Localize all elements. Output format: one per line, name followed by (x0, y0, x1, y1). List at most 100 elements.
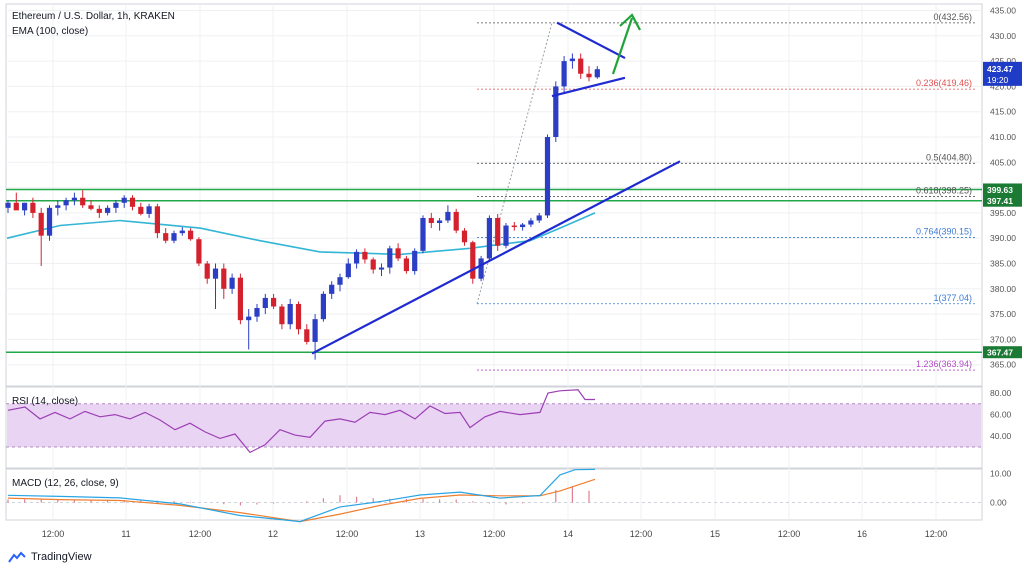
time-tick-label: 16 (857, 529, 867, 539)
candle-body (88, 205, 94, 209)
time-tick-label: 11 (121, 529, 130, 539)
candle-body (295, 303, 302, 330)
rsi-band (6, 403, 982, 448)
candle-body (138, 206, 144, 214)
time-tick-label: 12:00 (189, 529, 212, 539)
arrow-shaft (611, 17, 634, 75)
candle-body (154, 206, 160, 234)
horizontal-levels[interactable] (6, 188, 982, 353)
candle-body (437, 220, 443, 224)
candle-body (304, 329, 310, 342)
fib-label: 0.236(419.46) (916, 78, 972, 88)
level-badge (983, 346, 1022, 359)
price-tick-label: 390.00 (990, 233, 1016, 243)
candle-body (113, 202, 119, 208)
tradingview-logo-icon (8, 551, 26, 563)
candle-body (445, 211, 451, 221)
fib-label: 0(432.56) (933, 12, 972, 22)
candle-body (262, 297, 268, 309)
price-tick-label: 375.00 (990, 309, 1016, 319)
price-tick-label: 405.00 (990, 157, 1016, 167)
fib-label: 0.618(398.25) (916, 185, 972, 195)
time-tick-label: 12:00 (778, 529, 801, 539)
candle-body (337, 277, 343, 285)
time-tick-label: 12:00 (630, 529, 653, 539)
rsi-legend[interactable]: RSI (14, close) (12, 396, 78, 407)
rsi-band-fill (7, 403, 981, 447)
candle-body (395, 248, 401, 259)
candle-body (96, 208, 102, 213)
price-tick-label: 380.00 (990, 284, 1016, 294)
candle-body (345, 263, 351, 278)
candle-body (30, 202, 36, 213)
candle-body (486, 217, 492, 259)
up-arrow (611, 13, 641, 75)
tradingview-brand[interactable]: TradingView (8, 551, 92, 563)
candle-body (46, 207, 53, 236)
fib-labels: 0(432.56) 0.236(419.46) 0.5(404.80) 0.618(3… (916, 12, 972, 369)
brand-label: TradingView (31, 551, 92, 563)
candle-body (370, 259, 376, 270)
macd-tick-label: 10.00 (990, 469, 1012, 479)
trend-line (551, 76, 626, 98)
candle-body (520, 224, 526, 228)
current-price-label: 423.47 (987, 64, 1013, 74)
countdown-label: 19:20 (987, 75, 1009, 85)
candle-body (287, 303, 293, 325)
candle-body (569, 58, 575, 62)
price-tick-label: 395.00 (990, 208, 1016, 218)
time-axis[interactable]: 12:00 11 12:00 12 12:00 13 12:00 14 12:00 15 12:00… (42, 529, 948, 539)
price-tick-label: 420.00 (990, 81, 1016, 91)
time-tick-label: 12:00 (336, 529, 359, 539)
arrow-head (619, 13, 641, 31)
candle-body (536, 215, 542, 221)
candle-body (254, 308, 260, 317)
rsi-tick-label: 40.00 (990, 431, 1012, 441)
candle-body (387, 248, 393, 268)
time-tick-label: 12:00 (925, 529, 948, 539)
fib-label: 0.764(390.15) (916, 226, 972, 236)
price-axis[interactable]: 435.00 430.00 425.00 420.00 415.00 410.00 405.… (983, 6, 1022, 508)
candle-body (71, 197, 77, 201)
ema-100-line (6, 212, 596, 256)
candle-body (470, 242, 476, 279)
fib-label: 1(377.04) (933, 293, 972, 303)
candle-body (403, 258, 409, 272)
rsi-tick-label: 80.00 (990, 388, 1012, 398)
symbol-title[interactable]: Ethereum / U.S. Dollar, 1h, KRAKEN (12, 11, 175, 22)
level-badge-label: 367.47 (987, 348, 1013, 358)
level-badge-label: 399.63 (987, 185, 1013, 195)
ema-line (6, 212, 596, 256)
fib-label: 1.236(363.94) (916, 359, 972, 369)
macd-line (7, 468, 596, 523)
candle-body (22, 202, 28, 211)
candle-body (503, 225, 509, 246)
candle-body (412, 250, 418, 272)
price-tick-label: 425.00 (990, 56, 1016, 66)
candle-body (13, 202, 19, 211)
candle-body (279, 306, 285, 325)
trend-lines[interactable] (311, 21, 681, 355)
macd-legend[interactable]: MACD (12, 26, close, 9) (12, 478, 119, 489)
time-tick-label: 13 (415, 529, 425, 539)
candle-body (212, 268, 219, 279)
ema-legend[interactable]: EMA (100, close) (12, 26, 88, 37)
level-badge (983, 183, 1022, 196)
level-badge (983, 194, 1022, 207)
candle-body (329, 284, 335, 294)
candle-body (312, 319, 318, 342)
candle-body (362, 251, 368, 260)
candle-body (544, 137, 551, 216)
candle-body (229, 277, 235, 289)
price-tick-label: 410.00 (990, 132, 1016, 142)
candle-body (63, 200, 69, 206)
candle-body (237, 277, 243, 321)
time-tick-label: 12:00 (42, 529, 65, 539)
macd-tick-label: 0.00 (990, 498, 1007, 508)
candle-body (271, 297, 277, 307)
candle-body (528, 220, 534, 225)
price-tick-label: 415.00 (990, 107, 1016, 117)
price-tick-label: 365.00 (990, 360, 1016, 370)
candle-body (511, 225, 517, 228)
